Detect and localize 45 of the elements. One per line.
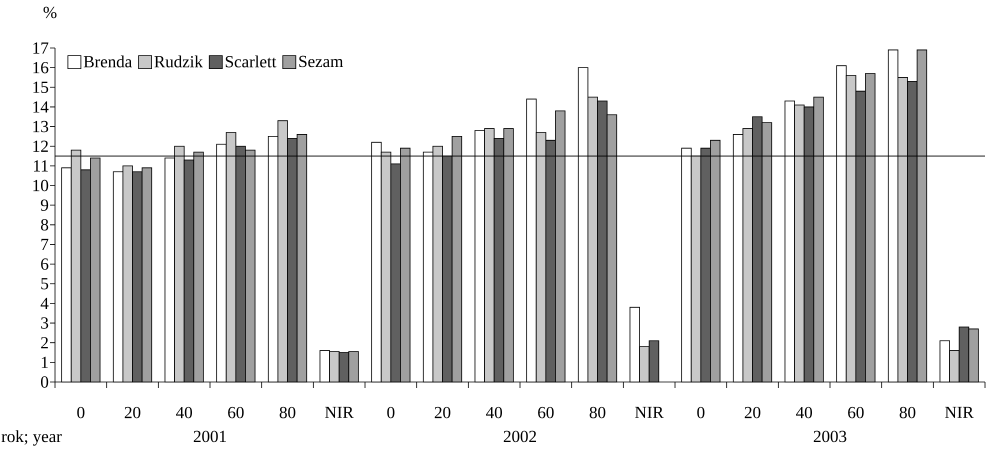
y-tick-label: 7 [41,238,48,250]
text: 2003 [814,430,846,442]
x-tick-label: 80 [900,406,916,418]
text: 2001 [194,430,226,442]
y-tick-label: 15 [33,82,48,93]
x-tick-label: 80 [590,406,606,418]
x-tick-label: 60 [538,406,554,418]
y-tick-label: 1 [42,356,48,368]
x-tick-label: 0 [697,406,704,418]
x-tick-label: 20 [434,406,450,418]
y-tick-label: 14 [33,101,49,113]
x-tick-label: 40 [486,406,502,418]
legend-label: Rudzik [154,56,203,68]
legend-label: Brenda [84,56,132,68]
x-tick-label: 20 [744,406,760,418]
y-axis-title: % [44,6,56,18]
x-tick-label: 40 [176,406,192,418]
x-tick-label: NIR [325,406,354,418]
y-tick-label: 6 [41,258,48,270]
y-tick-label: 0 [40,376,48,388]
y-tick-label: 11 [34,160,48,172]
x-tick-label: 60 [848,406,864,418]
y-tick-label: 12 [33,140,48,152]
y-tick-label: 17 [33,42,48,54]
x-axis-title: rok; year [2,430,62,446]
y-tick-label: 5 [41,278,48,290]
y-tick-label: 10 [33,180,48,192]
legend-label: Scarlett [226,56,276,68]
y-tick-label: 8 [40,219,48,231]
y-tick-label: 3 [41,317,48,329]
y-tick-label: 13 [33,120,48,132]
y-tick-label: 4 [40,298,49,309]
x-tick-label: NIR [635,406,664,418]
y-tick-label: 16 [33,62,48,74]
x-tick-label: 40 [796,406,812,418]
x-tick-label: 20 [124,406,140,418]
x-tick-label: 0 [387,406,394,418]
x-tick-label: 60 [228,406,244,418]
text: 2002 [504,430,536,442]
x-tick-label: 0 [77,406,84,418]
x-tick-label: 80 [280,406,296,418]
legend-label: Sezam [299,56,344,68]
y-tick-label: 2 [41,337,48,348]
y-tick-label: 9 [40,199,48,211]
x-tick-label: NIR [945,406,974,418]
